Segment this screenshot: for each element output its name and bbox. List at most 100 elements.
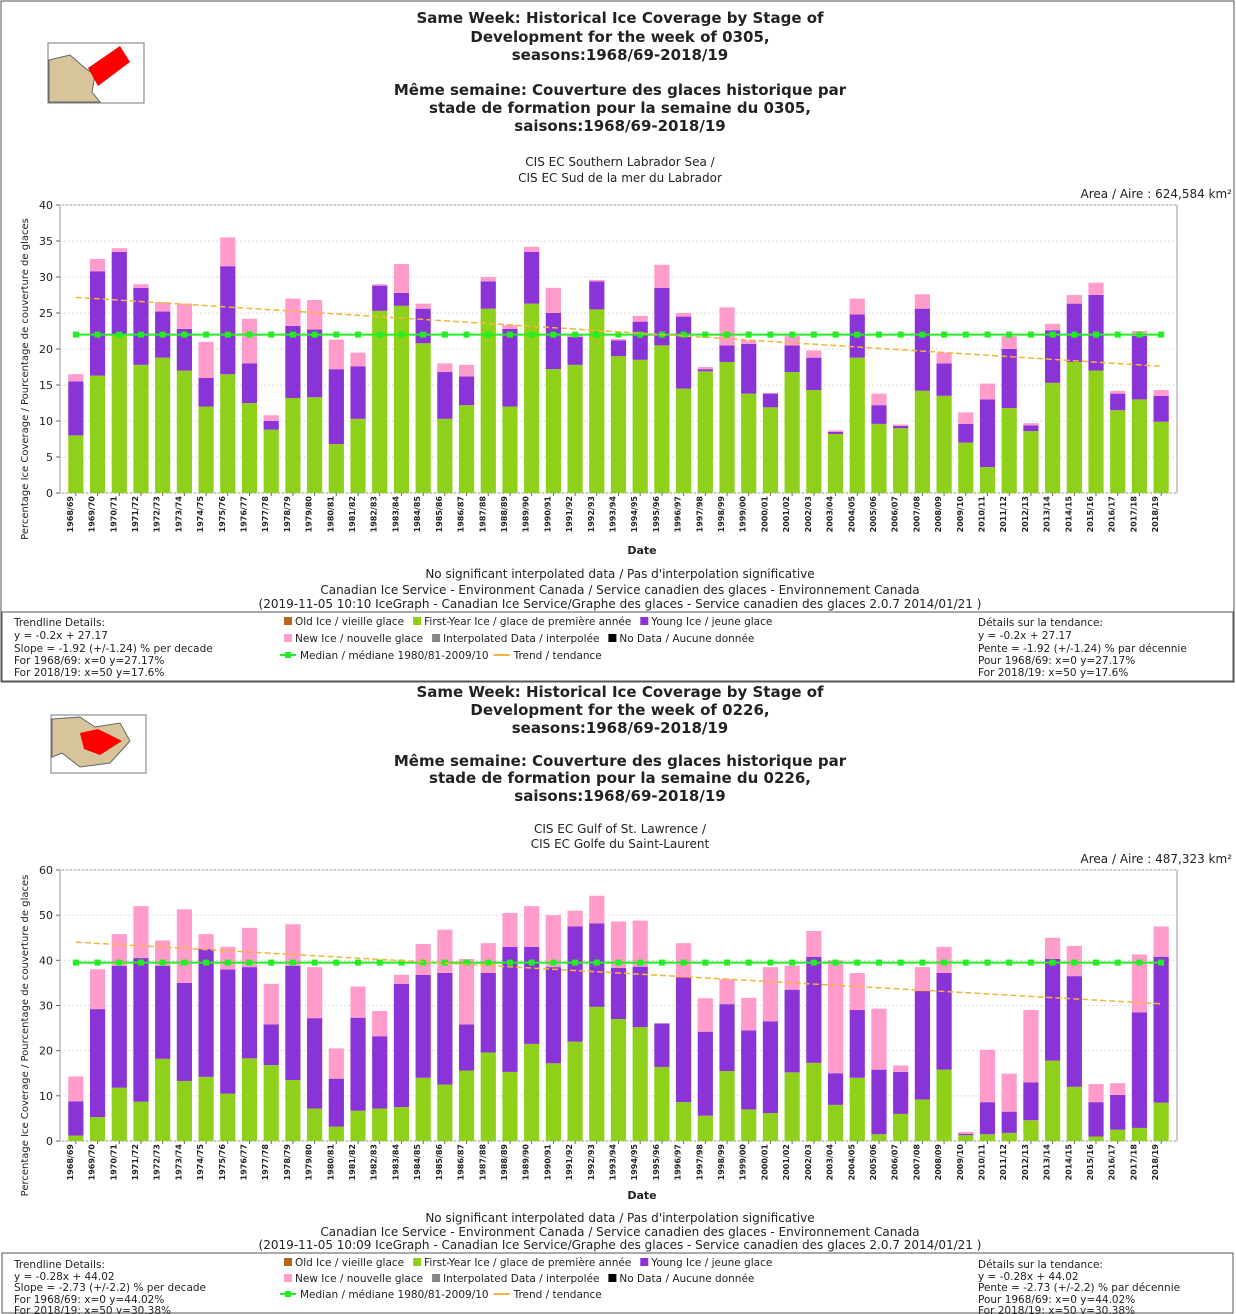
bar-segment bbox=[827, 433, 844, 493]
bar-segment bbox=[697, 367, 713, 370]
bar-segment bbox=[155, 965, 171, 1059]
bar-segment bbox=[632, 966, 648, 1028]
trend-details: y = -0.2x + 27.17 bbox=[14, 630, 108, 642]
footnote: (2019-11-05 10:09 IceGraph - Canadian Ic… bbox=[259, 1238, 982, 1252]
chart-panel: Same Week: Historical Ice Coverage by St… bbox=[1, 683, 1234, 1314]
bar-segment bbox=[871, 423, 887, 493]
bar-segment bbox=[393, 1107, 410, 1141]
panel-frame bbox=[0, 0, 1235, 683]
bar-segment bbox=[263, 983, 279, 1025]
median-marker bbox=[463, 331, 470, 338]
chart-subtitle: CIS EC Sud de la mer du Labrador bbox=[518, 171, 722, 185]
bar-segment bbox=[1045, 1060, 1061, 1141]
bar-segment bbox=[1023, 1082, 1039, 1121]
chart-title-fr: saisons:1968/69-2018/19 bbox=[514, 117, 725, 135]
trend-line bbox=[75, 296, 1162, 368]
legend-label: Trend / tendance bbox=[513, 1289, 602, 1301]
bar-segment bbox=[1001, 349, 1017, 409]
footnote: (2019-11-05 10:10 IceGraph - Canadian Ic… bbox=[259, 597, 982, 611]
median-marker bbox=[550, 959, 557, 966]
bar-segment bbox=[893, 428, 909, 493]
bar-segment bbox=[458, 364, 475, 377]
bar-segment bbox=[1001, 1073, 1017, 1112]
bar-segment bbox=[567, 926, 583, 1042]
median-marker bbox=[1006, 959, 1013, 966]
x-tick-label: 2003/04 bbox=[826, 496, 835, 533]
x-tick-label: 2000/01 bbox=[760, 1144, 769, 1181]
x-tick-label: 1977/78 bbox=[261, 1144, 270, 1181]
bar-segment bbox=[220, 266, 236, 375]
trend-details: Pente = -2.73 (+/-2.2) % par décennie bbox=[978, 1282, 1180, 1294]
x-tick-label: 1996/97 bbox=[674, 496, 683, 532]
bar-segment bbox=[654, 1023, 670, 1067]
x-tick-label: 1991/92 bbox=[565, 496, 574, 532]
trend-line bbox=[75, 941, 1162, 1005]
bar-segment bbox=[372, 1108, 388, 1141]
bar-segment bbox=[263, 429, 279, 493]
bar-segment bbox=[437, 972, 453, 1085]
x-tick-label: 2014/15 bbox=[1064, 496, 1073, 533]
bar-segment bbox=[697, 1115, 713, 1141]
x-tick-label: 1971/72 bbox=[131, 496, 140, 532]
bar-segment bbox=[458, 376, 475, 406]
bar-segment bbox=[263, 421, 279, 430]
chart-title: Same Week: Historical Ice Coverage by St… bbox=[416, 683, 824, 701]
median-marker bbox=[1006, 331, 1013, 338]
legend-label: Median / médiane 1980/81-2009/10 bbox=[300, 650, 489, 662]
median-marker bbox=[919, 331, 926, 338]
bar-segment bbox=[784, 372, 800, 493]
median-marker bbox=[485, 959, 492, 966]
bar-segment bbox=[1131, 336, 1148, 400]
bar-segment bbox=[589, 895, 605, 924]
median-marker bbox=[832, 331, 839, 338]
median-marker bbox=[311, 331, 318, 338]
median-marker bbox=[203, 959, 210, 966]
bar-segment bbox=[372, 1036, 388, 1109]
y-tick-label: 10 bbox=[39, 415, 53, 428]
bar-segment bbox=[567, 1041, 583, 1141]
bar-segment bbox=[458, 405, 475, 493]
median-marker bbox=[289, 959, 296, 966]
y-tick-label: 25 bbox=[39, 307, 53, 320]
x-axis-label: Date bbox=[627, 544, 656, 557]
median-marker bbox=[246, 959, 253, 966]
trend-details: Détails sur la tendance: bbox=[978, 617, 1103, 629]
chart-title: Same Week: Historical Ice Coverage by St… bbox=[416, 9, 824, 27]
x-tick-label: 1970/71 bbox=[109, 1144, 118, 1181]
bar-segment bbox=[502, 328, 518, 407]
x-tick-label: 2010/11 bbox=[978, 1144, 987, 1181]
median-marker bbox=[268, 331, 275, 338]
median-marker bbox=[854, 959, 861, 966]
x-tick-label: 1999/00 bbox=[739, 496, 748, 533]
x-tick-label: 1998/99 bbox=[717, 496, 726, 533]
bar-segment bbox=[524, 946, 540, 1044]
x-tick-label: 1977/78 bbox=[261, 496, 270, 533]
bar-segment bbox=[871, 405, 887, 424]
y-tick-label: 40 bbox=[39, 199, 53, 212]
y-tick-label: 60 bbox=[39, 864, 53, 877]
bar-segment bbox=[958, 412, 974, 424]
median-marker bbox=[224, 959, 231, 966]
median-marker bbox=[1136, 959, 1143, 966]
bar-segment bbox=[328, 1126, 344, 1141]
legend-label: Old Ice / vieille glace bbox=[295, 1257, 404, 1269]
bar-segment bbox=[220, 374, 236, 493]
chart-title-fr: Même semaine: Couverture des glaces hist… bbox=[394, 752, 847, 770]
bar-segment bbox=[1066, 976, 1082, 1087]
median-marker bbox=[1093, 331, 1100, 338]
bar-segment bbox=[133, 1101, 149, 1141]
bar-segment bbox=[220, 969, 236, 1094]
bar-segment bbox=[697, 371, 713, 493]
bar-segment bbox=[632, 321, 648, 360]
bar-segment bbox=[936, 352, 952, 364]
legend-swatch bbox=[285, 1291, 291, 1297]
x-tick-label: 2018/19 bbox=[1151, 1144, 1160, 1181]
median-marker bbox=[506, 959, 513, 966]
bar-segment bbox=[958, 423, 974, 443]
bar-segment bbox=[762, 393, 779, 408]
bar-segment bbox=[350, 1110, 366, 1141]
median-marker bbox=[550, 331, 557, 338]
bar-segment bbox=[198, 934, 214, 950]
x-tick-label: 1984/85 bbox=[413, 496, 422, 533]
bar-segment bbox=[871, 1008, 887, 1070]
